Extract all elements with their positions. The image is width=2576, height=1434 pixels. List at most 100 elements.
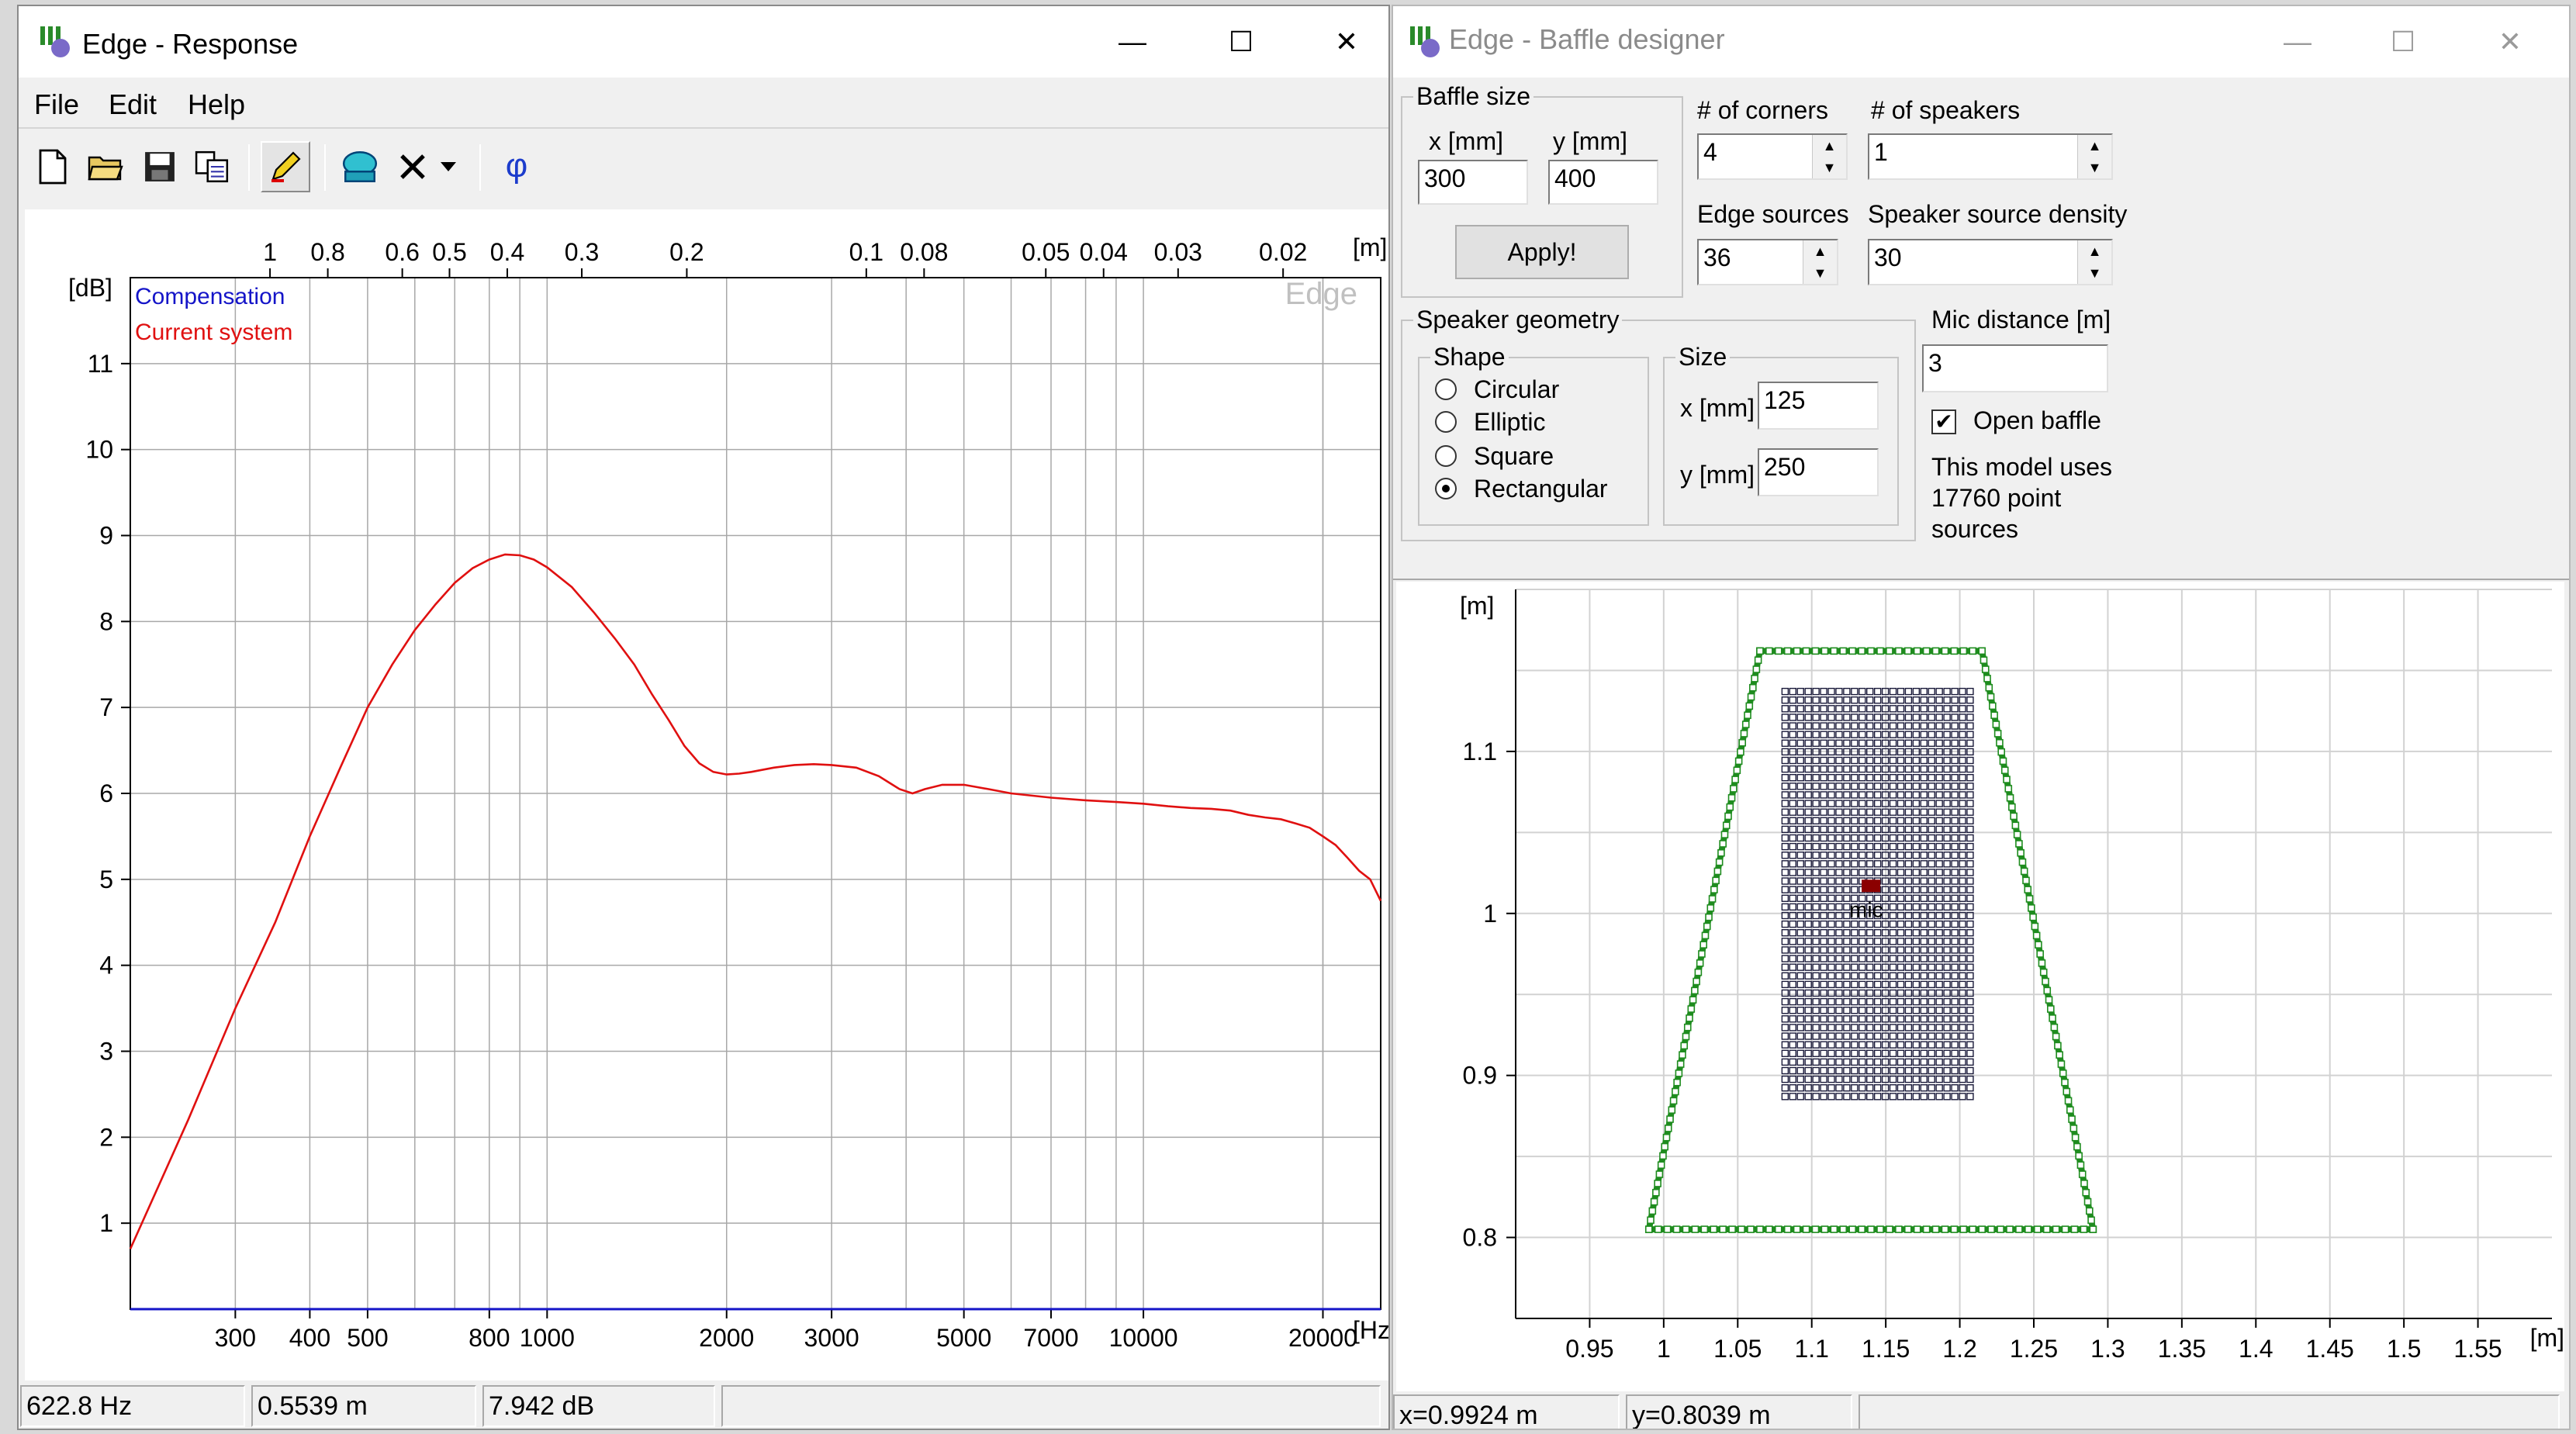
speakers-spinner[interactable]: ▲ ▼ bbox=[2077, 135, 2111, 178]
speaker-source bbox=[1796, 774, 1804, 782]
menu-help[interactable]: Help bbox=[188, 88, 246, 120]
speaker-source bbox=[1789, 963, 1797, 971]
speaker-source bbox=[1928, 687, 1935, 696]
speaker-density-spinner[interactable]: ▲ ▼ bbox=[2077, 240, 2111, 284]
edge-source bbox=[1708, 895, 1717, 903]
speaker-source bbox=[1851, 783, 1859, 790]
open-folder-icon[interactable] bbox=[81, 141, 130, 192]
speaker-source bbox=[1859, 972, 1866, 980]
speaker-source bbox=[1881, 1058, 1890, 1066]
speaker-source bbox=[1943, 783, 1951, 790]
radio-circular[interactable] bbox=[1435, 378, 1457, 400]
speaker-source bbox=[1881, 774, 1890, 782]
edge-source bbox=[1655, 1170, 1664, 1178]
maximize-button[interactable]: ☐ bbox=[1228, 26, 1254, 57]
edge-source bbox=[1744, 711, 1751, 720]
dropdown-arrow-icon[interactable] bbox=[433, 141, 464, 192]
edge-source bbox=[1662, 1133, 1671, 1142]
speaker-source bbox=[1959, 774, 1966, 782]
speaker-source bbox=[1966, 920, 1974, 928]
phase-icon[interactable]: φ bbox=[492, 141, 541, 192]
radio-rectangular[interactable] bbox=[1435, 478, 1457, 499]
speaker-source bbox=[1889, 808, 1897, 816]
close-button[interactable]: ✕ bbox=[1334, 26, 1359, 57]
radio-square[interactable] bbox=[1435, 445, 1457, 467]
speaker-source bbox=[1781, 808, 1789, 816]
speaker-source bbox=[1796, 955, 1804, 962]
speaker-source bbox=[1935, 997, 1943, 1006]
open-baffle-checkbox[interactable]: ✔ bbox=[1931, 409, 1956, 434]
response-titlebar[interactable]: Edge - Response — ☐ ✕ bbox=[19, 6, 1388, 78]
speaker-source bbox=[1835, 825, 1843, 834]
speaker-source bbox=[1796, 963, 1804, 971]
spin-up-icon[interactable]: ▲ bbox=[2087, 137, 2102, 154]
spin-up-icon[interactable]: ▲ bbox=[2087, 243, 2102, 259]
corners-spinner[interactable]: ▲ ▼ bbox=[1812, 135, 1846, 178]
spin-down-icon[interactable]: ▼ bbox=[2087, 264, 2102, 281]
speakers-input[interactable]: 1 bbox=[1868, 133, 2113, 180]
speaker-source bbox=[1920, 722, 1928, 730]
size-x-input[interactable]: 125 bbox=[1758, 382, 1879, 430]
menu-file[interactable]: File bbox=[34, 88, 80, 120]
copy-icon[interactable] bbox=[188, 141, 237, 192]
spin-up-icon[interactable]: ▲ bbox=[1813, 243, 1827, 259]
size-y-input[interactable]: 250 bbox=[1758, 448, 1879, 496]
speaker-source bbox=[1789, 1007, 1797, 1014]
minimize-button[interactable]: — bbox=[2284, 26, 2311, 57]
pencil-icon[interactable] bbox=[261, 141, 310, 192]
menu-edit[interactable]: Edit bbox=[109, 88, 157, 120]
baffle-titlebar[interactable]: Edge - Baffle designer — ☐ ✕ bbox=[1393, 6, 2569, 78]
baffle-y-input[interactable]: 400 bbox=[1548, 160, 1658, 205]
maximize-button[interactable]: ☐ bbox=[2390, 26, 2416, 57]
speaker-source bbox=[1827, 1032, 1835, 1040]
speaker-source bbox=[1881, 800, 1890, 807]
speaker-source bbox=[1789, 774, 1797, 782]
spin-down-icon[interactable]: ▼ bbox=[1813, 264, 1827, 281]
spin-down-icon[interactable]: ▼ bbox=[1822, 159, 1837, 175]
speaker-source bbox=[1835, 722, 1843, 730]
edge-source bbox=[2008, 803, 2016, 811]
speaker-source bbox=[1943, 705, 1951, 713]
speaker-icon[interactable] bbox=[335, 141, 385, 192]
response-window: Edge - Response — ☐ ✕ File Edit Help bbox=[17, 5, 1390, 1430]
baffle-plot[interactable]: 0.95 1 1.05 1.1 1.15 1.2 1.25 1.3 1.35 1.4 1.45 1.5… bbox=[1396, 582, 2564, 1391]
speaker-source bbox=[1851, 1049, 1859, 1057]
minimize-button[interactable]: — bbox=[1119, 26, 1146, 57]
spin-up-icon[interactable]: ▲ bbox=[1822, 137, 1837, 154]
speaker-source bbox=[1897, 911, 1905, 920]
radio-elliptic[interactable] bbox=[1435, 411, 1457, 433]
speaker-source bbox=[1935, 852, 1943, 859]
speaker-source bbox=[1873, 1024, 1882, 1031]
speaker-source bbox=[1951, 1084, 1959, 1092]
spin-down-icon[interactable]: ▼ bbox=[2087, 159, 2102, 175]
speaker-source bbox=[1835, 1058, 1843, 1066]
speaker-source bbox=[1943, 1075, 1951, 1083]
baffle-size-group: Baffle size x [mm] y [mm] 300 400 Apply! bbox=[1401, 82, 1683, 298]
speaker-density-input[interactable]: 30 bbox=[1868, 239, 2113, 285]
speaker-source bbox=[1789, 1084, 1797, 1092]
edge-sources-spinner[interactable]: ▲ ▼ bbox=[1803, 240, 1837, 284]
new-file-icon[interactable] bbox=[28, 141, 78, 192]
speaker-source bbox=[1966, 1015, 1974, 1023]
apply-button[interactable]: Apply! bbox=[1455, 225, 1629, 279]
x-tick-label: 3000 bbox=[804, 1324, 859, 1352]
baffle-x-input[interactable]: 300 bbox=[1418, 160, 1528, 205]
speaker-source bbox=[1804, 1093, 1812, 1101]
size-group: Size x [mm] 125 y [mm] 250 bbox=[1663, 343, 1899, 526]
speaker-source bbox=[1897, 886, 1905, 893]
speaker-source bbox=[1835, 834, 1843, 842]
edge-source bbox=[1669, 1097, 1678, 1105]
speaker-source bbox=[1843, 842, 1851, 851]
close-button[interactable]: ✕ bbox=[2498, 26, 2522, 57]
edge-source bbox=[1922, 647, 1931, 655]
mic-distance-input[interactable]: 3 bbox=[1922, 344, 2108, 392]
speaker-source bbox=[1843, 938, 1851, 945]
save-icon[interactable] bbox=[135, 141, 185, 192]
speaker-source bbox=[1827, 955, 1835, 962]
speaker-source bbox=[1851, 860, 1859, 868]
delete-x-icon[interactable] bbox=[388, 141, 437, 192]
speaker-source bbox=[1827, 1066, 1835, 1075]
speaker-source bbox=[1897, 1049, 1905, 1057]
speaker-source bbox=[1897, 972, 1905, 980]
